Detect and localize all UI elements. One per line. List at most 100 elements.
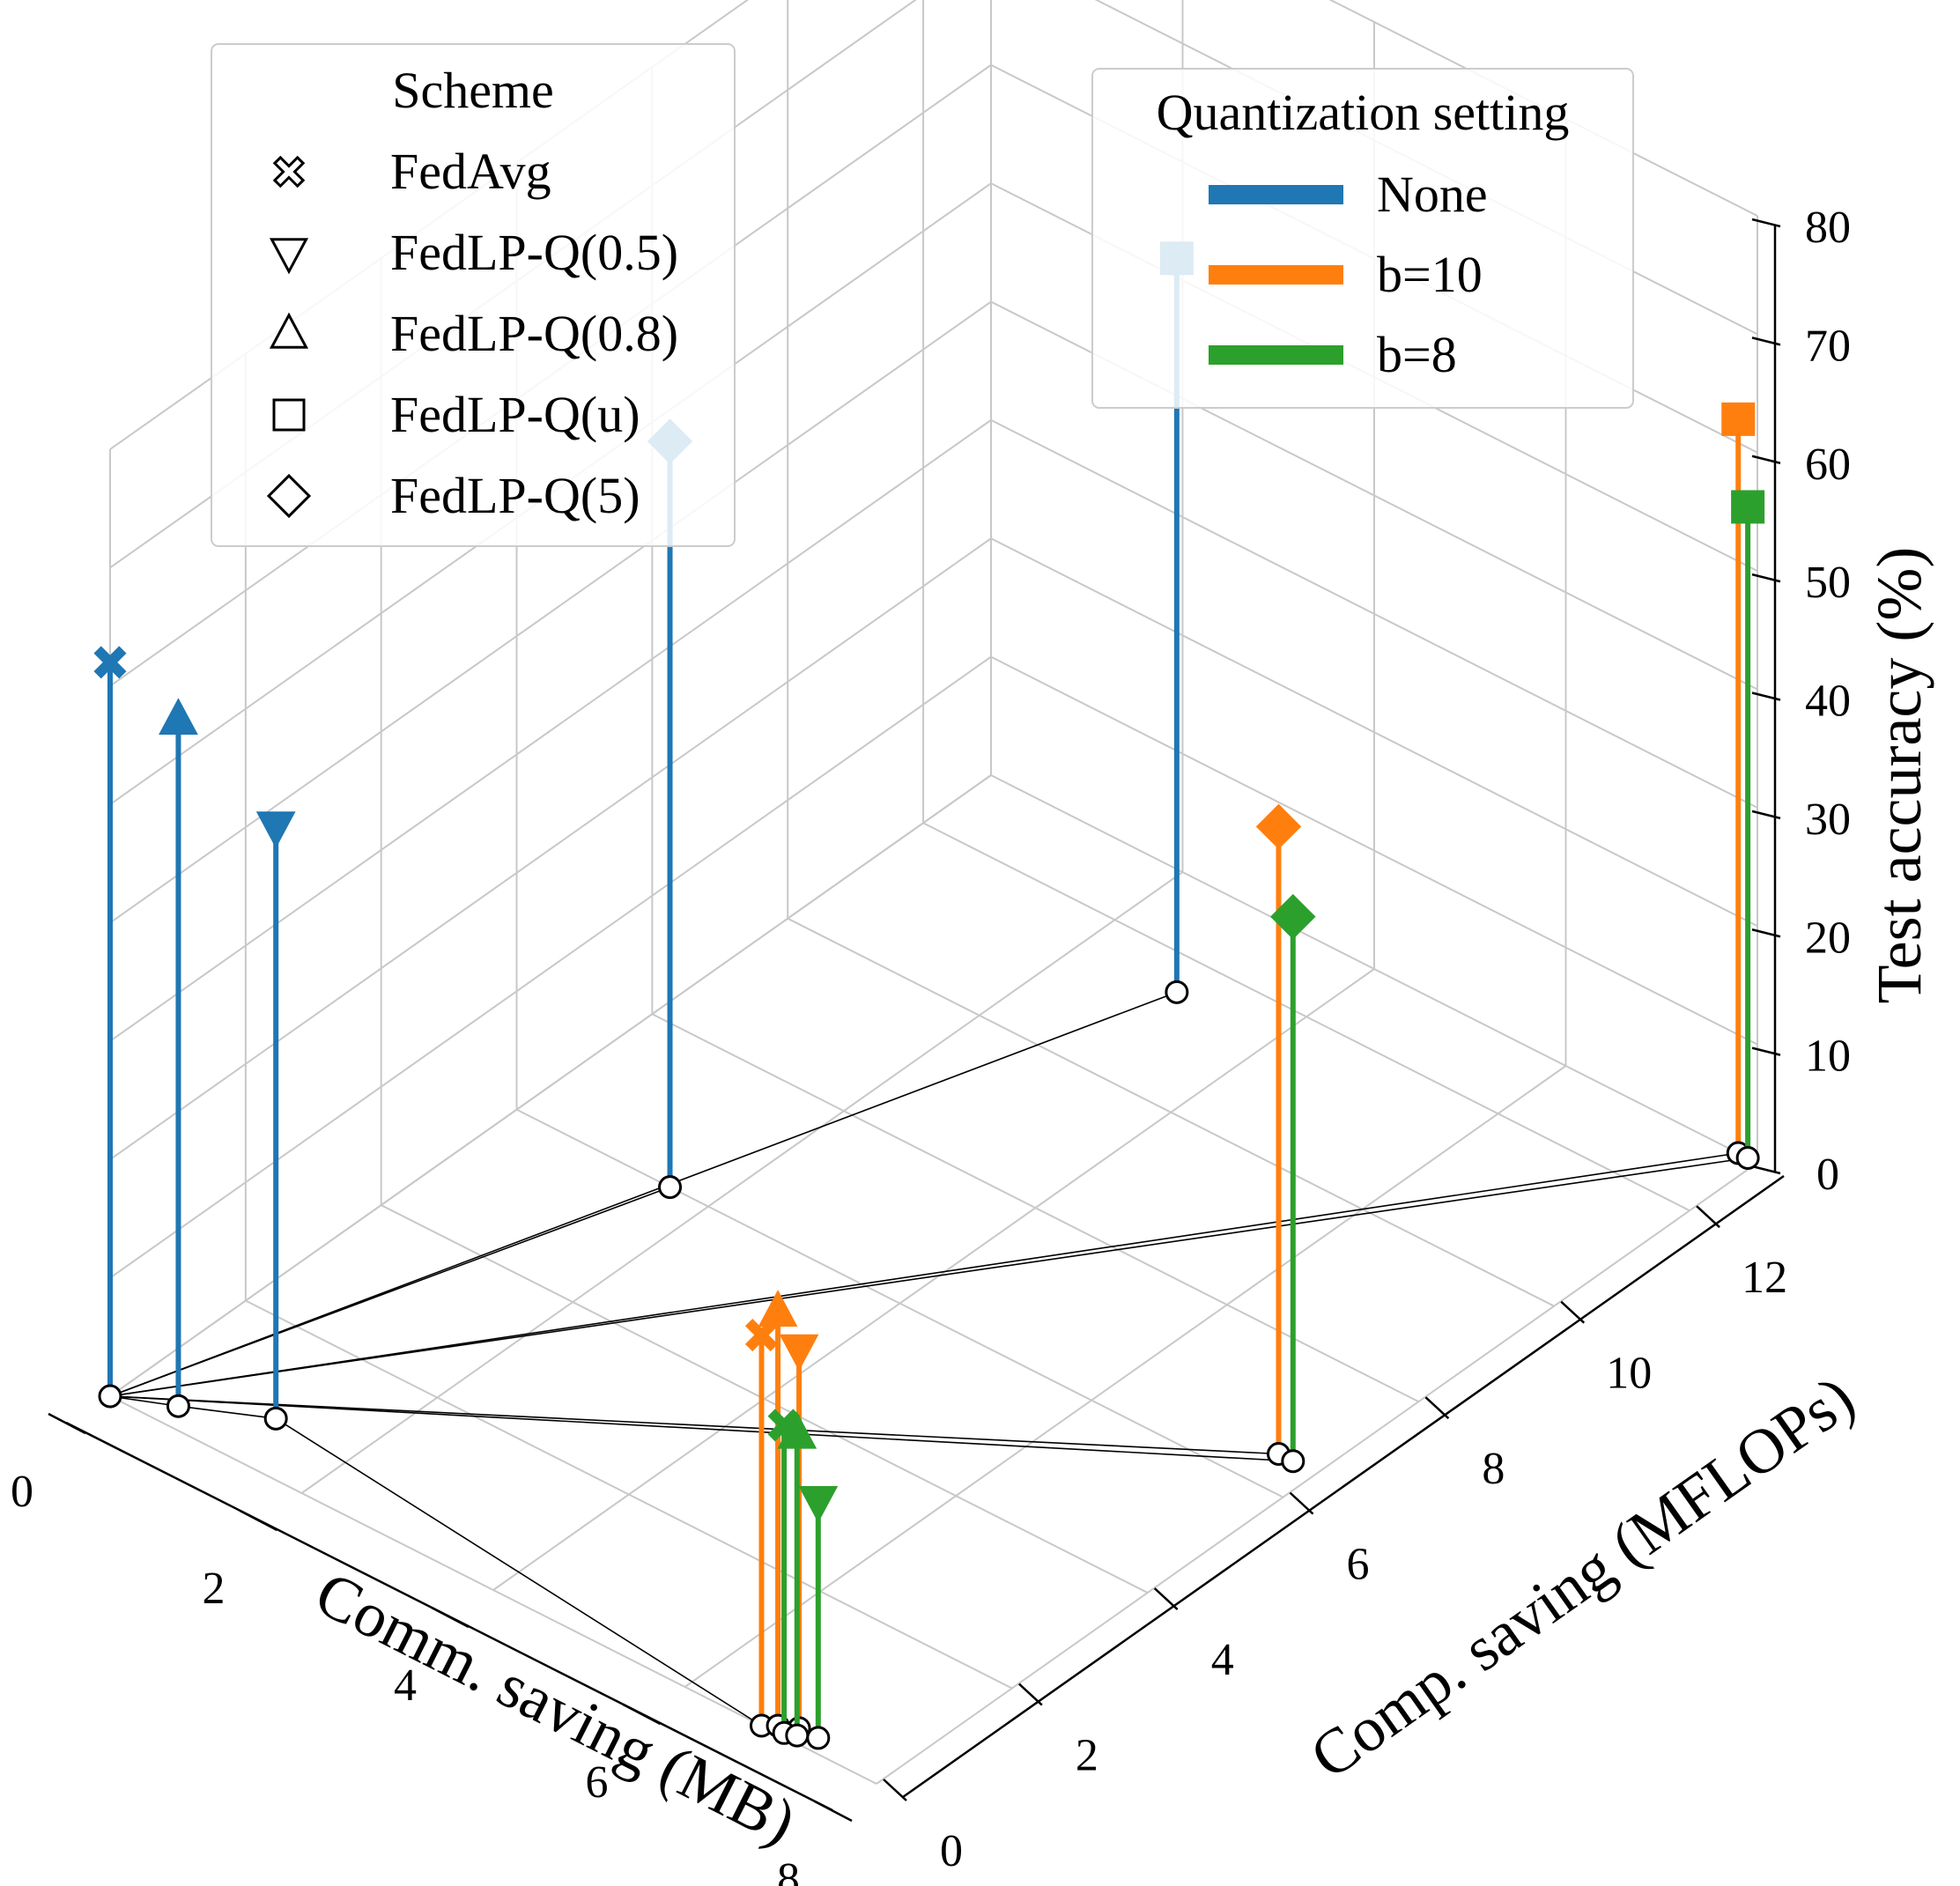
x-tick-label-3: 6: [586, 1757, 609, 1808]
baseline-link-6: [109, 1395, 1293, 1462]
legend-scheme-label-0: FedAvg: [390, 143, 551, 200]
baseline-link-5: [109, 1395, 1279, 1455]
y-tick-label-4: 8: [1482, 1444, 1505, 1494]
z-tick-label-1: 10: [1805, 1032, 1851, 1082]
grid-line-z-left-2: [109, 537, 992, 1161]
stem-top-marker-triangle-down: [255, 811, 296, 849]
y-tick-label-5: 10: [1606, 1349, 1652, 1399]
stem-top-marker-triangle-up: [777, 1411, 817, 1449]
legend-scheme-label-3: FedLP-Q(u): [390, 386, 640, 443]
z-tick-8: [1751, 218, 1781, 228]
stem-top-marker-triangle-up: [758, 1290, 798, 1327]
y-tick-0: [883, 1779, 907, 1801]
grid-line-x-floor-2: [492, 968, 1375, 1591]
y-tick-label-1: 2: [1076, 1731, 1098, 1781]
y-tick-1: [1017, 1683, 1043, 1706]
legend-scheme-marker-triangle-down: [269, 238, 309, 275]
stem-b8-3: [1270, 893, 1316, 1474]
legend-scheme-marker-triangle-up: [269, 312, 309, 349]
y-tick-4: [1424, 1396, 1450, 1420]
z-tick-3: [1751, 810, 1781, 820]
stem-top-marker-triangle-up: [159, 698, 198, 736]
stem-top-marker-x-marker: [93, 646, 127, 679]
legend-quant: Quantization setting None b=10 b=8: [1091, 68, 1634, 409]
legend-quant-label-0: None: [1377, 166, 1488, 223]
x-tick-label-4: 8: [777, 1854, 800, 1886]
z-tick-label-2: 20: [1805, 913, 1851, 963]
y-axis-line: [902, 1174, 1785, 1799]
stem-base-marker: [1735, 1146, 1760, 1170]
y-tick-2: [1153, 1587, 1179, 1610]
legend-quant-label-1: b=10: [1377, 246, 1483, 303]
stem-None-0: [93, 646, 127, 1409]
baseline-layer: [109, 991, 1749, 1727]
legend-scheme-label-1: FedLP-Q(0.5): [390, 224, 678, 281]
stem-b8-4: [1731, 490, 1765, 1170]
stem-top-marker-square: [1721, 402, 1756, 436]
stem-base-marker: [1281, 1449, 1305, 1474]
legend-scheme-frame: [211, 43, 736, 547]
grid-line-y-floor-1: [245, 1299, 1013, 1690]
grid-line-y-floor-3: [516, 1108, 1283, 1498]
x-tick-4: [814, 1800, 853, 1823]
legend-scheme-marker-square: [272, 398, 306, 432]
stem-None-2: [255, 811, 296, 1431]
z-tick-6: [1751, 455, 1781, 464]
legend-scheme-marker-x-marker: [272, 155, 306, 189]
stem-b8-2: [798, 1485, 839, 1750]
z-tick-5: [1751, 573, 1781, 583]
legend-scheme-title: Scheme: [392, 62, 554, 119]
baseline-link-3: [109, 1152, 1739, 1397]
stem-b8-1: [777, 1411, 817, 1748]
grid-line-z-left-4: [109, 300, 992, 924]
z-tick-0: [1751, 1165, 1781, 1175]
z-tick-label-3: 30: [1805, 795, 1851, 845]
stem-b10-1: [758, 1290, 798, 1738]
stem-base-marker: [98, 1384, 122, 1409]
grid-line-y-floor-6: [922, 822, 1690, 1212]
grid-line-y-floor-5: [787, 917, 1555, 1307]
baseline-link-8: [275, 1417, 762, 1727]
stem-top-marker-diamond: [1270, 893, 1316, 940]
z-tick-label-5: 50: [1805, 558, 1851, 608]
x-axis-label: Comm. saving (MB): [305, 1557, 807, 1858]
stem-b10-0: [744, 1319, 779, 1738]
legend-quant-label-2: b=8: [1377, 326, 1457, 383]
y-tick-3: [1289, 1491, 1314, 1515]
grid-line-x-floor-0: [109, 774, 992, 1397]
grid-line-x-floor-3: [684, 1065, 1567, 1688]
z-tick-7: [1751, 337, 1781, 346]
stem-top-marker-square: [1731, 490, 1765, 524]
legend-scheme-marker-diamond: [266, 473, 312, 519]
x-tick-label-2: 4: [394, 1660, 417, 1711]
y-tick-label-6: 12: [1742, 1253, 1787, 1303]
stem-top-marker-diamond: [1255, 803, 1302, 850]
legend-scheme: Scheme FedAvg FedLP-Q(0.5) FedLP-Q(0.8) Fed…: [211, 43, 736, 547]
legend-scheme-label-4: FedLP-Q(5): [390, 467, 640, 524]
stem-b8-0: [767, 1409, 801, 1745]
x-tick-3: [622, 1703, 662, 1726]
y-tick-label-2: 4: [1211, 1635, 1234, 1685]
z-tick-4: [1751, 692, 1781, 701]
stem-base-marker: [806, 1726, 831, 1750]
z-tick-label-8: 80: [1805, 203, 1851, 253]
baseline-link-7: [178, 1405, 277, 1420]
grid-line-z-left-3: [109, 419, 992, 1042]
z-tick-label-0: 0: [1816, 1150, 1839, 1200]
stem-top-marker-triangle-down: [798, 1485, 839, 1523]
z-axis-label: Test accuracy (%): [1864, 547, 1934, 1004]
stem-base-marker: [166, 1394, 190, 1418]
y-tick-5: [1560, 1300, 1586, 1324]
x-tick-2: [431, 1606, 470, 1629]
stem-base-marker: [785, 1723, 810, 1748]
y-tick-label-3: 6: [1347, 1540, 1370, 1590]
grid-line-y-floor-0: [109, 1395, 877, 1785]
stem-top-marker-triangle-down: [779, 1334, 819, 1372]
legend-quant-frame: [1091, 68, 1634, 409]
y-tick-6: [1696, 1205, 1720, 1229]
stem-base-marker: [263, 1406, 288, 1431]
grid-line-x-floor-1: [300, 871, 1184, 1494]
z-tick-label-7: 70: [1805, 321, 1851, 371]
x-tick-label-0: 0: [11, 1467, 33, 1517]
